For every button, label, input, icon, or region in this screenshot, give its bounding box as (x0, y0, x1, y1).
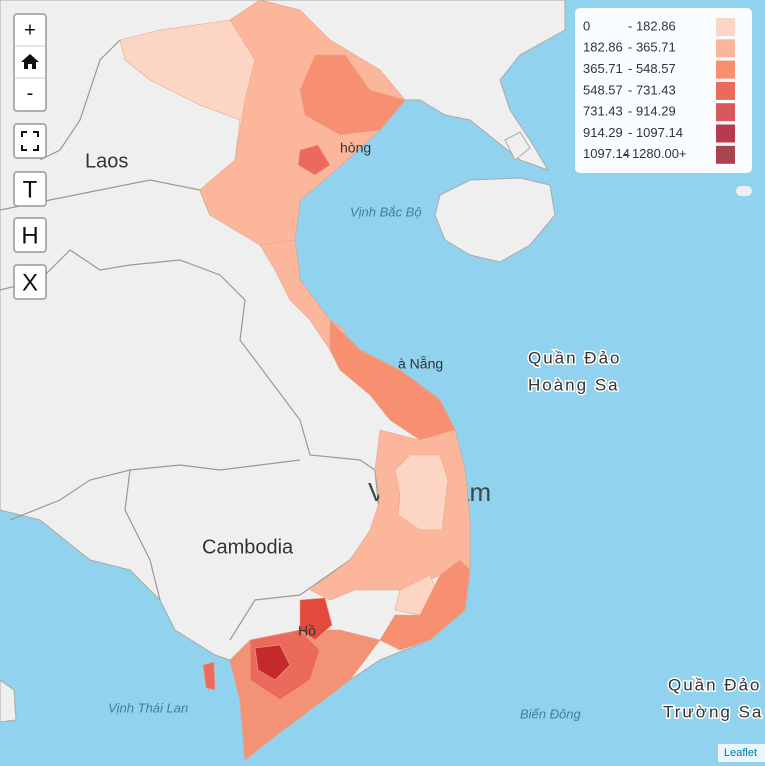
legend-to: - 731.43 (628, 82, 676, 97)
legend-swatch (716, 60, 735, 79)
map-label: à Nẵng (398, 356, 443, 372)
legend-box (575, 8, 752, 173)
legend-swatch (716, 39, 735, 58)
map-label: Cambodia (202, 536, 294, 558)
map-label: Quần Đảo (528, 348, 622, 367)
map-label: Laos (85, 150, 128, 172)
map-label: Hoàng Sa (528, 375, 620, 394)
province (254, 644, 291, 681)
legend-swatch (716, 18, 735, 36)
province (394, 454, 449, 531)
home-button[interactable] (21, 54, 39, 69)
island (736, 186, 752, 196)
map-label: Quần Đảo (668, 675, 762, 694)
map-label: hòng (340, 140, 371, 156)
map-label: Biển Đông (520, 706, 581, 721)
legend: 0 - 182.86 182.86 - 365.71 365.71 - 548.57 548… (575, 8, 752, 173)
legend-to: - 182.86 (628, 18, 676, 33)
province (199, 0, 406, 246)
legend-to: - 1097.14 (628, 125, 683, 140)
legend-from: 731.43 (583, 104, 623, 119)
text-buttons: THX (13, 171, 47, 300)
province (259, 239, 346, 351)
map-label: Trường Sa (663, 702, 763, 721)
province (379, 559, 471, 651)
zoom-out-button[interactable]: - (27, 82, 34, 104)
legend-from: 365.71 (583, 61, 623, 76)
attribution-link[interactable]: Leaflet (724, 747, 757, 759)
province (202, 661, 216, 691)
attribution-box (718, 744, 765, 762)
text-button[interactable]: X (22, 269, 38, 296)
zoom-controls: + - (13, 13, 47, 112)
map-label: Hồ (298, 623, 316, 639)
island (504, 131, 531, 161)
fullscreen-box[interactable] (13, 123, 47, 159)
legend-swatch (716, 145, 735, 164)
legend-to: - 548.57 (628, 61, 676, 76)
map-label: Vịnh Thái Lan (108, 700, 188, 715)
small-land (0, 679, 17, 723)
text-button-box[interactable] (13, 264, 47, 300)
map-label: Vịnh Bắc Bộ (350, 204, 422, 219)
province (299, 597, 333, 641)
legend-from: 0 (583, 18, 590, 33)
legend-from: 914.29 (583, 125, 623, 140)
hainan-island (434, 177, 556, 263)
legend-swatch (716, 81, 735, 100)
legend-swatch (716, 124, 735, 143)
zoom-in-button[interactable]: + (24, 19, 36, 41)
fullscreen-button[interactable] (13, 123, 47, 159)
text-button-box[interactable] (13, 217, 47, 253)
legend-from: 1097.14 (583, 146, 630, 161)
province (299, 54, 406, 136)
text-button[interactable]: H (21, 222, 38, 249)
legend-swatch (716, 103, 735, 122)
fullscreen-icon (21, 131, 39, 151)
legend-to: - 1280.00+ (624, 146, 687, 161)
text-button-box[interactable] (13, 171, 47, 207)
legend-to: - 365.71 (628, 40, 676, 55)
vietnam-provinces (119, 0, 471, 761)
legend-to: - 914.29 (628, 104, 676, 119)
text-button[interactable]: T (23, 176, 38, 203)
province (297, 144, 331, 176)
legend-from: 182.86 (583, 40, 623, 55)
legend-from: 548.57 (583, 82, 623, 97)
